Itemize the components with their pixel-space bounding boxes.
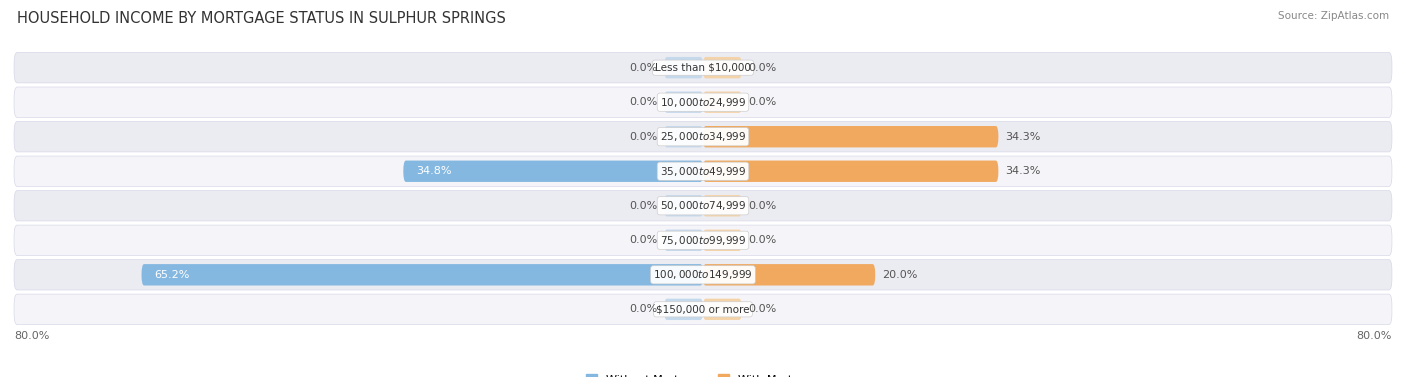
FancyBboxPatch shape — [664, 195, 703, 216]
Legend: Without Mortgage, With Mortgage: Without Mortgage, With Mortgage — [582, 370, 824, 377]
Text: 0.0%: 0.0% — [628, 201, 658, 211]
FancyBboxPatch shape — [703, 126, 998, 147]
Text: 34.8%: 34.8% — [416, 166, 451, 176]
FancyBboxPatch shape — [14, 87, 1392, 117]
Text: 34.3%: 34.3% — [1005, 166, 1040, 176]
Text: 0.0%: 0.0% — [748, 97, 778, 107]
FancyBboxPatch shape — [703, 195, 742, 216]
Text: Less than $10,000: Less than $10,000 — [655, 63, 751, 73]
FancyBboxPatch shape — [703, 264, 875, 285]
Text: HOUSEHOLD INCOME BY MORTGAGE STATUS IN SULPHUR SPRINGS: HOUSEHOLD INCOME BY MORTGAGE STATUS IN S… — [17, 11, 506, 26]
Text: $75,000 to $99,999: $75,000 to $99,999 — [659, 234, 747, 247]
Text: 80.0%: 80.0% — [14, 331, 49, 341]
Text: 0.0%: 0.0% — [748, 201, 778, 211]
Text: $25,000 to $34,999: $25,000 to $34,999 — [659, 130, 747, 143]
FancyBboxPatch shape — [14, 294, 1392, 325]
Text: $100,000 to $149,999: $100,000 to $149,999 — [654, 268, 752, 281]
Text: $10,000 to $24,999: $10,000 to $24,999 — [659, 96, 747, 109]
FancyBboxPatch shape — [664, 299, 703, 320]
FancyBboxPatch shape — [14, 190, 1392, 221]
Text: 0.0%: 0.0% — [748, 63, 778, 73]
FancyBboxPatch shape — [664, 57, 703, 78]
FancyBboxPatch shape — [703, 230, 742, 251]
Text: 65.2%: 65.2% — [155, 270, 190, 280]
FancyBboxPatch shape — [14, 52, 1392, 83]
Text: 0.0%: 0.0% — [628, 132, 658, 142]
FancyBboxPatch shape — [703, 92, 742, 113]
Text: $150,000 or more: $150,000 or more — [657, 304, 749, 314]
Text: 0.0%: 0.0% — [628, 97, 658, 107]
FancyBboxPatch shape — [703, 57, 742, 78]
FancyBboxPatch shape — [14, 156, 1392, 187]
FancyBboxPatch shape — [664, 92, 703, 113]
FancyBboxPatch shape — [142, 264, 703, 285]
FancyBboxPatch shape — [14, 260, 1392, 290]
Text: 0.0%: 0.0% — [748, 304, 778, 314]
Text: 0.0%: 0.0% — [628, 235, 658, 245]
Text: Source: ZipAtlas.com: Source: ZipAtlas.com — [1278, 11, 1389, 21]
FancyBboxPatch shape — [703, 299, 742, 320]
Text: 34.3%: 34.3% — [1005, 132, 1040, 142]
FancyBboxPatch shape — [703, 161, 998, 182]
Text: $50,000 to $74,999: $50,000 to $74,999 — [659, 199, 747, 212]
Text: 0.0%: 0.0% — [628, 304, 658, 314]
Text: 0.0%: 0.0% — [748, 235, 778, 245]
Text: $35,000 to $49,999: $35,000 to $49,999 — [659, 165, 747, 178]
Text: 80.0%: 80.0% — [1357, 331, 1392, 341]
FancyBboxPatch shape — [14, 121, 1392, 152]
FancyBboxPatch shape — [14, 225, 1392, 256]
Text: 0.0%: 0.0% — [628, 63, 658, 73]
Text: 20.0%: 20.0% — [882, 270, 918, 280]
FancyBboxPatch shape — [664, 230, 703, 251]
FancyBboxPatch shape — [404, 161, 703, 182]
FancyBboxPatch shape — [664, 126, 703, 147]
